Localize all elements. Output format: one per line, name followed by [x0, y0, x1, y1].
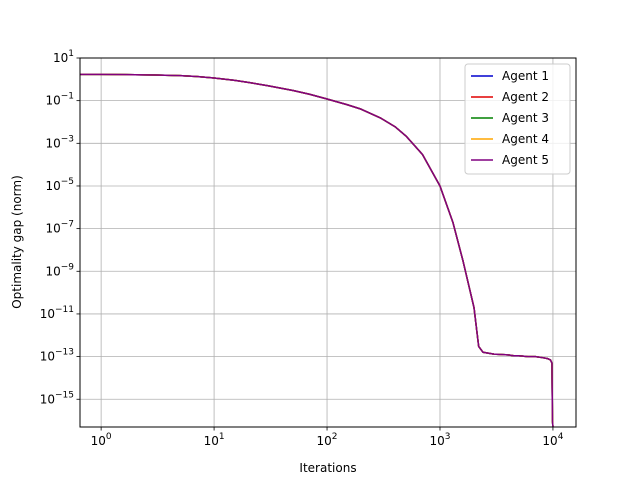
x-tick-base: 10	[429, 434, 444, 448]
x-tick-exponent: 4	[558, 432, 564, 442]
y-tick-exponent: −13	[55, 348, 74, 358]
x-tick-label: 100	[91, 432, 112, 448]
y-tick-base: 10	[40, 392, 55, 406]
x-tick-label: 103	[429, 432, 450, 448]
y-tick-exponent: −1	[61, 92, 74, 102]
legend-label: Agent 2	[502, 90, 549, 104]
x-tick-base: 10	[317, 434, 332, 448]
y-tick-exponent: −3	[61, 134, 74, 144]
x-tick-base: 10	[204, 434, 219, 448]
y-tick-label: 10−9	[45, 262, 74, 278]
y-tick-label: 10−3	[45, 134, 74, 150]
y-tick-label: 10−7	[45, 220, 74, 236]
y-tick-base: 10	[40, 307, 55, 321]
y-tick-base: 10	[45, 179, 60, 193]
legend-label: Agent 3	[502, 111, 549, 125]
series-line-agent-5	[80, 73, 554, 427]
x-tick-label: 104	[542, 432, 563, 448]
legend-label: Agent 5	[502, 153, 549, 167]
y-tick-base: 10	[45, 222, 60, 236]
legend: Agent 1 Agent 2 Agent 3 Agent 4 Agent 5	[464, 63, 571, 175]
x-axis-label: Iterations	[299, 461, 356, 475]
y-axis-label: Optimality gap (norm)	[10, 175, 24, 309]
y-tick-label: 10−11	[40, 305, 74, 321]
y-tick-exponent: −5	[61, 177, 74, 187]
y-tick-exponent: −11	[55, 305, 74, 315]
y-tick-label: 10−15	[40, 390, 74, 406]
x-tick-exponent: 3	[445, 432, 451, 442]
series-layer	[80, 73, 554, 427]
legend-label: Agent 1	[502, 69, 549, 83]
y-tick-exponent: −15	[55, 390, 74, 400]
x-tick-exponent: 1	[219, 432, 225, 442]
y-tick-exponent: −7	[61, 220, 74, 230]
x-tick-exponent: 2	[332, 432, 338, 442]
y-tick-base: 10	[40, 350, 55, 364]
legend-label: Agent 4	[502, 132, 549, 146]
plot-frame	[79, 57, 577, 428]
y-tick-exponent: −9	[61, 262, 75, 272]
legend-box	[464, 63, 571, 175]
y-tick-base: 10	[45, 264, 60, 278]
y-tick-label: 10−5	[45, 177, 74, 193]
y-tick-base: 10	[45, 136, 60, 150]
x-tick-base: 10	[91, 434, 106, 448]
x-tick-exponent: 0	[106, 432, 112, 442]
x-tick-base: 10	[542, 434, 557, 448]
y-tick-exponent: 1	[68, 49, 74, 59]
y-tick-label: 101	[53, 49, 74, 65]
y-tick-label: 10−1	[45, 92, 74, 108]
y-tick-label: 10−13	[40, 348, 74, 364]
x-tick-label: 101	[204, 432, 225, 448]
x-tick-label: 102	[317, 432, 338, 448]
y-tick-base: 10	[45, 94, 60, 108]
y-tick-base: 10	[53, 51, 68, 65]
x-axis: 100 101 102 103 104	[91, 427, 564, 448]
